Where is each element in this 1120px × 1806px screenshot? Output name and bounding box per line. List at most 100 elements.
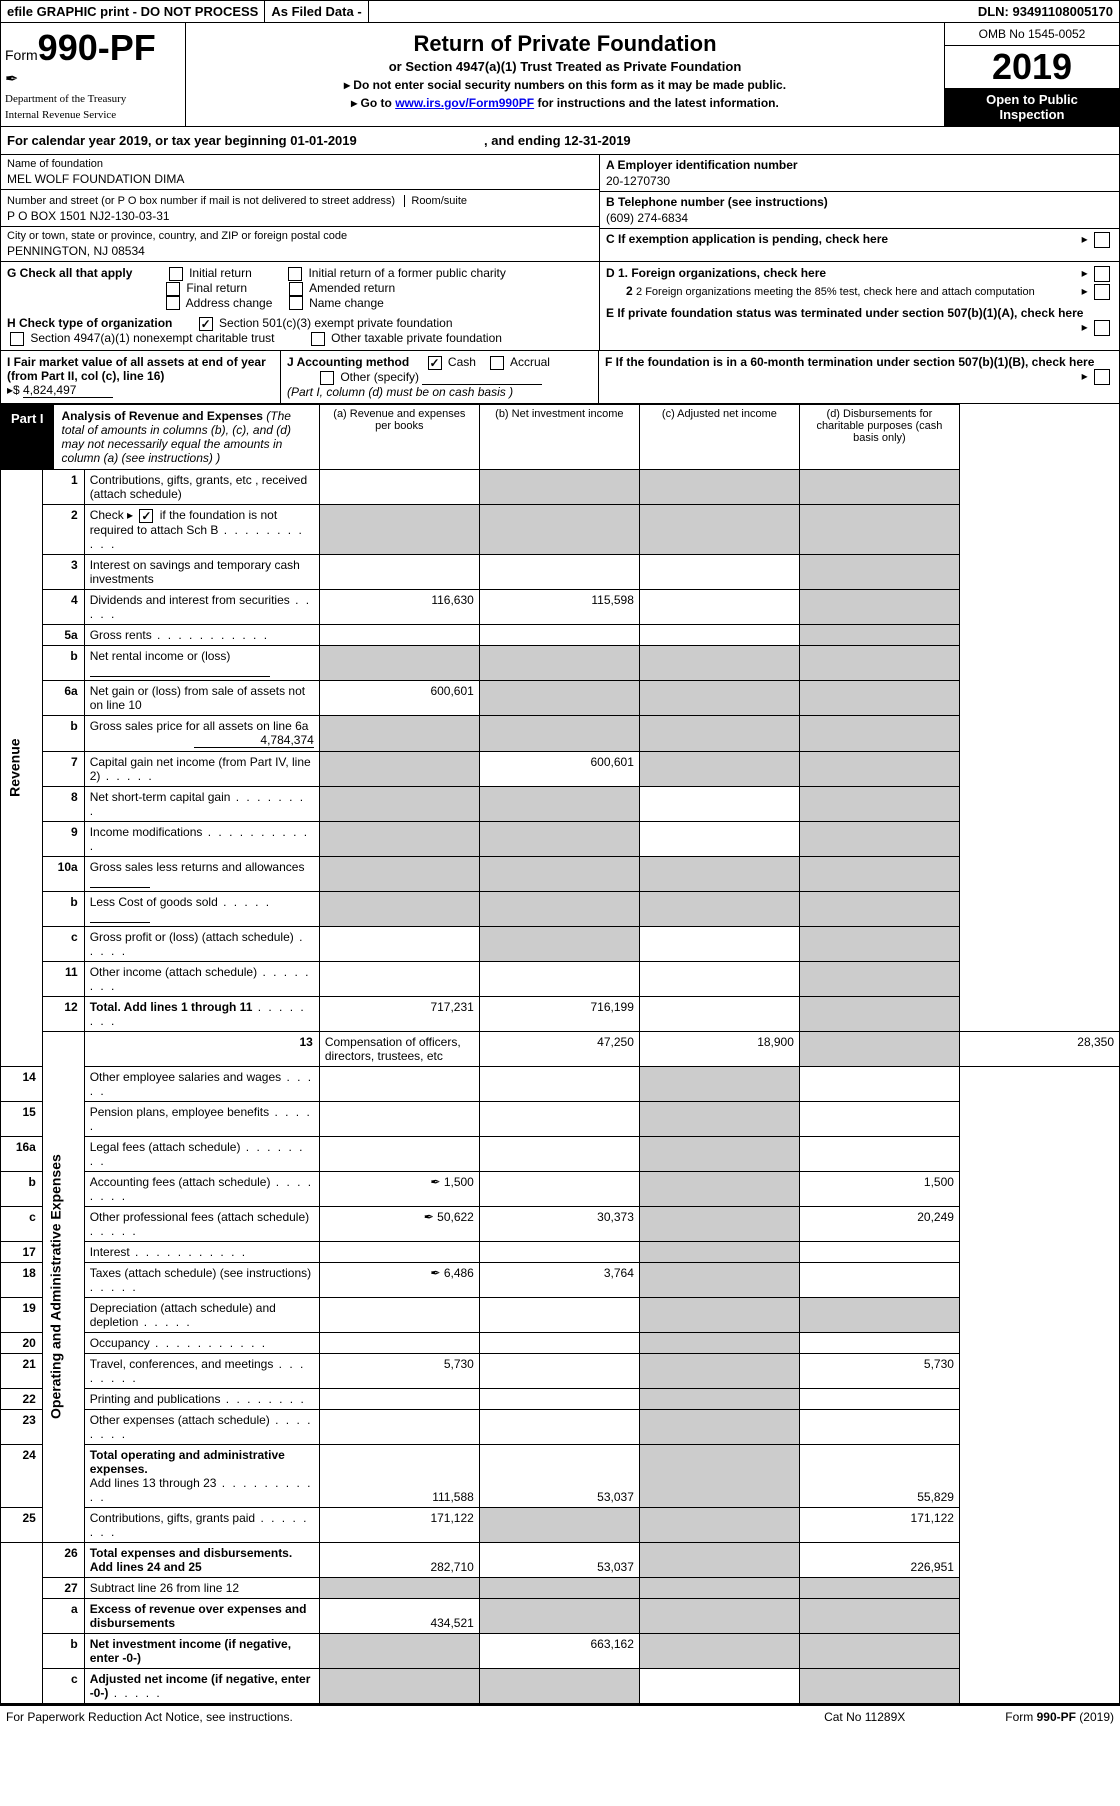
line-16a: 16aLegal fees (attach schedule) xyxy=(1,1136,1120,1171)
line-5b: bNet rental income or (loss) xyxy=(1,645,1120,680)
paperwork-notice: For Paperwork Reduction Act Notice, see … xyxy=(6,1710,293,1724)
chk-amended[interactable] xyxy=(289,282,303,296)
form-title: Return of Private Foundation xyxy=(194,31,936,57)
line-10a: 10aGross sales less returns and allowanc… xyxy=(1,856,1120,891)
line-3: 3Interest on savings and temporary cash … xyxy=(1,554,1120,589)
instr-ssn: ▸ Do not enter social security numbers o… xyxy=(194,78,936,92)
line-21: 21Travel, conferences, and meetings5,730… xyxy=(1,1353,1120,1388)
part1-label: Part I xyxy=(1,405,54,469)
section-i-j-f: I Fair market value of all assets at end… xyxy=(0,351,1120,404)
chk-d1[interactable] xyxy=(1094,266,1110,282)
line-25: 25Contributions, gifts, grants paid171,1… xyxy=(1,1507,1120,1542)
irs-eagle-icon: ✒ xyxy=(5,69,181,89)
col-b-header: (b) Net investment income xyxy=(479,404,639,469)
calendar-year-row: For calendar year 2019, or tax year begi… xyxy=(0,127,1120,155)
chk-d2[interactable] xyxy=(1094,284,1110,300)
form-header-right: OMB No 1545-0052 2019 Open to Public Ins… xyxy=(944,23,1119,126)
section-d-e: D 1. Foreign organizations, check here▸ … xyxy=(599,262,1119,350)
form-header-center: Return of Private Foundation or Section … xyxy=(186,23,944,126)
city-state-zip: PENNINGTON, NJ 08534 xyxy=(7,244,593,258)
dln: DLN: 93491108005170 xyxy=(972,1,1119,22)
line-20: 20Occupancy xyxy=(1,1332,1120,1353)
line-12: 12Total. Add lines 1 through 11717,23171… xyxy=(1,996,1120,1031)
exemption-row: C If exemption application is pending, c… xyxy=(600,229,1119,249)
chk-other-method[interactable] xyxy=(320,371,334,385)
line-4: 4Dividends and interest from securities1… xyxy=(1,589,1120,624)
phone-row: B Telephone number (see instructions) (6… xyxy=(600,192,1119,229)
ein: 20-1270730 xyxy=(606,174,1113,188)
line-14: 14Other employee salaries and wages xyxy=(1,1066,1120,1101)
line-26: 26Total expenses and disbursements. Add … xyxy=(1,1542,1120,1577)
schedule-icon[interactable]: ✒ xyxy=(424,1210,434,1224)
exemption-checkbox[interactable] xyxy=(1094,232,1110,248)
open-public: Open to Public Inspection xyxy=(945,88,1119,126)
line-24: 24Total operating and administrative exp… xyxy=(1,1444,1120,1507)
line-15: 15Pension plans, employee benefits xyxy=(1,1101,1120,1136)
line-2: 2 Check ▸ ✓ if the foundation is not req… xyxy=(1,504,1120,554)
as-filed: As Filed Data - xyxy=(265,1,368,22)
entity-block: Name of foundation MEL WOLF FOUNDATION D… xyxy=(0,155,1120,262)
section-g: G Check all that apply Initial return In… xyxy=(1,262,599,350)
room-label: Room/suite xyxy=(404,195,467,207)
address: P O BOX 1501 NJ2-130-03-31 xyxy=(7,209,593,223)
line-27: 27Subtract line 26 from line 12 xyxy=(1,1577,1120,1598)
city-row: City or town, state or province, country… xyxy=(1,227,599,261)
chk-cash[interactable]: ✓ xyxy=(428,356,442,370)
col-d-header: (d) Disbursements for charitable purpose… xyxy=(799,404,959,469)
chk-initial-former[interactable] xyxy=(288,267,302,281)
page-footer: For Paperwork Reduction Act Notice, see … xyxy=(0,1704,1120,1728)
fmv-value: 4,824,497 xyxy=(23,383,113,398)
part1-desc: Analysis of Revenue and Expenses (The to… xyxy=(54,405,319,469)
line-6b: bGross sales price for all assets on lin… xyxy=(1,715,1120,751)
line-27b: bNet investment income (if negative, ent… xyxy=(1,1633,1120,1668)
chk-4947[interactable] xyxy=(10,332,24,346)
schedule-icon[interactable]: ✒ xyxy=(430,1266,440,1280)
line-10b: bLess Cost of goods sold xyxy=(1,891,1120,926)
line-16c: cOther professional fees (attach schedul… xyxy=(1,1206,1120,1241)
col-a-header: (a) Revenue and expenses per books xyxy=(319,404,479,469)
line-23: 23Other expenses (attach schedule) xyxy=(1,1409,1120,1444)
form-header-left: Form990-PF ✒ Department of the Treasury … xyxy=(1,23,186,126)
form-number: Form990-PF xyxy=(5,27,181,69)
address-row: Number and street (or P O box number if … xyxy=(1,190,599,227)
efile-notice: efile GRAPHIC print - DO NOT PROCESS xyxy=(1,1,265,22)
line-9: 9Income modifications xyxy=(1,821,1120,856)
section-f: F If the foundation is in a 60-month ter… xyxy=(599,351,1119,403)
form-ref: Form 990-PF (2019) xyxy=(1005,1710,1114,1724)
section-i: I Fair market value of all assets at end… xyxy=(1,351,281,403)
dept-treasury: Department of the Treasury xyxy=(5,93,181,105)
line-8: 8Net short-term capital gain xyxy=(1,786,1120,821)
chk-name[interactable] xyxy=(289,296,303,310)
line-16b: bAccounting fees (attach schedule)✒ 1,50… xyxy=(1,1171,1120,1206)
line-10c: cGross profit or (loss) (attach schedule… xyxy=(1,926,1120,961)
section-j: J Accounting method ✓ Cash Accrual Other… xyxy=(281,351,599,403)
chk-other-tax[interactable] xyxy=(311,332,325,346)
foundation-name: MEL WOLF FOUNDATION DIMA xyxy=(7,172,593,186)
chk-e[interactable] xyxy=(1094,320,1110,336)
schedule-icon[interactable]: ✒ xyxy=(430,1175,440,1189)
line-1: Revenue 1 Contributions, gifts, grants, … xyxy=(1,469,1120,504)
chk-accrual[interactable] xyxy=(490,356,504,370)
form-subtitle: or Section 4947(a)(1) Trust Treated as P… xyxy=(194,59,936,74)
irs-link[interactable]: www.irs.gov/Form990PF xyxy=(395,96,534,110)
expenses-side-label: Operating and Administrative Expenses xyxy=(42,1031,84,1542)
top-bar: efile GRAPHIC print - DO NOT PROCESS As … xyxy=(0,0,1120,23)
line-18: 18Taxes (attach schedule) (see instructi… xyxy=(1,1262,1120,1297)
foundation-name-row: Name of foundation MEL WOLF FOUNDATION D… xyxy=(1,155,599,190)
chk-initial[interactable] xyxy=(169,267,183,281)
line-11: 11Other income (attach schedule) xyxy=(1,961,1120,996)
line-22: 22Printing and publications xyxy=(1,1388,1120,1409)
form-header: Form990-PF ✒ Department of the Treasury … xyxy=(0,23,1120,127)
chk-schb[interactable]: ✓ xyxy=(139,509,153,523)
chk-f[interactable] xyxy=(1094,369,1110,385)
revenue-side-label: Revenue xyxy=(1,469,43,1066)
section-g-d-e: G Check all that apply Initial return In… xyxy=(0,262,1120,351)
line-5a: 5aGross rents xyxy=(1,624,1120,645)
line-27c: cAdjusted net income (if negative, enter… xyxy=(1,1668,1120,1703)
chk-501c3[interactable]: ✓ xyxy=(199,317,213,331)
chk-address[interactable] xyxy=(166,296,180,310)
col-c-header: (c) Adjusted net income xyxy=(639,404,799,469)
cat-no: Cat No 11289X xyxy=(824,1710,905,1724)
chk-final[interactable] xyxy=(166,282,180,296)
omb-number: OMB No 1545-0052 xyxy=(945,23,1119,46)
